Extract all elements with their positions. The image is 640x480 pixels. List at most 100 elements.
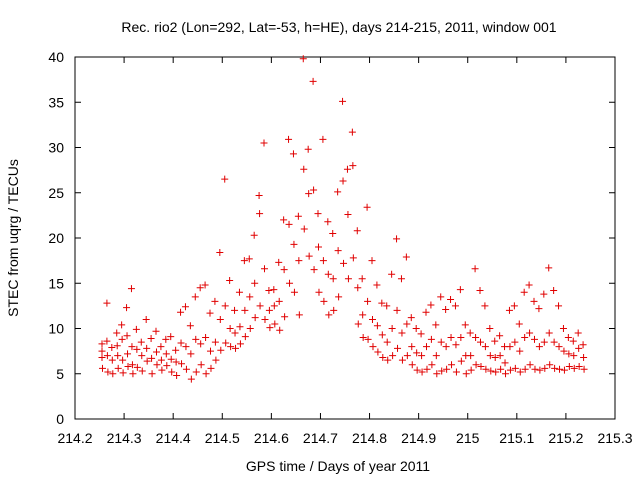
data-point: [412, 325, 420, 332]
data-point: [260, 139, 268, 147]
data-point: [162, 335, 170, 343]
data-point: [339, 97, 347, 105]
data-point: [186, 322, 194, 330]
data-point: [172, 358, 180, 366]
data-point: [437, 293, 445, 301]
data-point: [119, 369, 127, 377]
data-point: [266, 324, 274, 332]
data-point: [281, 313, 289, 321]
data-point: [275, 297, 283, 305]
x-tick-label: 215.1: [499, 430, 534, 446]
data-point: [501, 359, 509, 367]
data-point: [408, 343, 416, 351]
data-point: [359, 334, 367, 342]
data-point: [481, 302, 489, 310]
data-point: [172, 346, 180, 354]
data-point: [148, 370, 156, 378]
x-tick-label: 214.7: [303, 430, 338, 446]
data-point: [388, 270, 396, 278]
data-point: [393, 235, 401, 243]
data-point: [235, 288, 243, 296]
data-point: [192, 368, 200, 376]
data-point: [133, 345, 141, 353]
data-point: [231, 306, 239, 314]
data-point: [324, 218, 332, 226]
data-point: [481, 343, 489, 351]
data-point: [580, 353, 588, 361]
data-point: [511, 364, 519, 372]
y-tick-label: 35: [48, 94, 64, 110]
data-point: [119, 356, 127, 364]
data-point: [241, 333, 249, 341]
data-point: [413, 349, 421, 357]
data-point: [202, 334, 210, 342]
y-tick-label: 5: [56, 366, 64, 382]
data-point: [295, 311, 303, 319]
data-point: [310, 186, 318, 194]
chart-title: Rec. rio2 (Lon=292, Lat=-53, h=HE), days…: [121, 19, 556, 35]
data-point: [565, 350, 573, 358]
data-point: [516, 368, 524, 376]
data-point: [325, 311, 333, 319]
data-point: [98, 364, 106, 372]
data-point: [378, 331, 386, 339]
data-point: [211, 297, 219, 305]
data-point: [98, 340, 106, 348]
data-point: [127, 285, 135, 293]
data-point: [394, 344, 402, 352]
data-point: [143, 344, 151, 352]
data-point: [389, 352, 397, 360]
data-point: [310, 266, 318, 274]
data-point: [511, 338, 519, 346]
data-point: [132, 325, 140, 333]
data-point: [236, 340, 244, 348]
data-point: [216, 315, 224, 323]
data-point: [535, 343, 543, 351]
data-point: [103, 337, 111, 345]
data-point: [363, 203, 371, 211]
data-point: [526, 329, 534, 337]
data-point: [222, 339, 230, 347]
data-point: [167, 333, 175, 341]
data-point: [505, 306, 513, 314]
x-tick-label: 215.2: [548, 430, 583, 446]
data-point: [575, 363, 583, 371]
x-tick-label: 214.8: [352, 430, 387, 446]
data-point: [246, 325, 254, 332]
data-point: [550, 338, 558, 346]
data-point: [236, 323, 244, 331]
data-point: [226, 325, 234, 332]
data-point: [442, 343, 450, 351]
data-point: [570, 364, 578, 372]
data-point: [353, 227, 361, 235]
data-point: [398, 356, 406, 364]
data-point: [177, 339, 185, 347]
data-point: [388, 325, 396, 332]
data-point: [217, 346, 225, 354]
data-point: [178, 360, 186, 368]
x-tick-label: 215: [456, 430, 480, 446]
data-point: [340, 259, 348, 267]
data-point: [461, 321, 469, 329]
y-tick-label: 40: [48, 49, 64, 65]
data-point: [535, 305, 543, 313]
data-point: [403, 352, 411, 360]
data-point: [373, 281, 381, 289]
data-point: [138, 367, 146, 375]
data-point: [452, 341, 460, 349]
data-point: [348, 128, 356, 136]
data-point: [329, 275, 337, 283]
data-point: [334, 247, 342, 255]
data-point: [286, 279, 294, 287]
data-point: [152, 348, 160, 356]
data-point: [540, 290, 548, 298]
data-point: [467, 366, 475, 374]
data-point: [457, 334, 465, 342]
data-point: [476, 286, 484, 294]
data-point: [487, 367, 495, 375]
x-tick-label: 214.6: [254, 430, 289, 446]
data-point: [118, 335, 126, 343]
data-point: [433, 370, 441, 378]
data-series-stec: [98, 55, 588, 383]
data-point: [364, 297, 372, 305]
